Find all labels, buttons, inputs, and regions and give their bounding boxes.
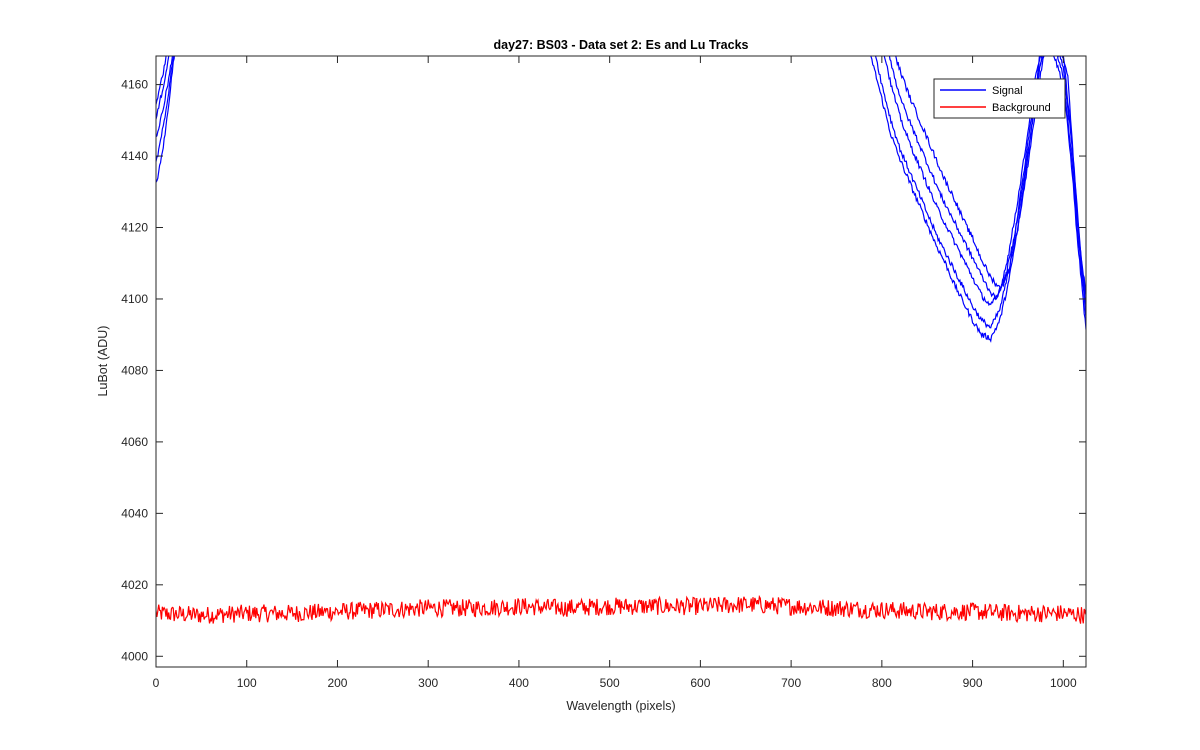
x-tick-label: 400 [509,676,529,690]
y-axis-label: LuBot (ADU) [96,326,110,397]
chart-title: day27: BS03 - Data set 2: Es and Lu Trac… [494,38,749,52]
x-tick-label: 100 [237,676,257,690]
legend-box [933,78,1066,119]
series-signal-track [156,56,1086,307]
y-tick-label: 4040 [121,506,148,520]
series-signal-track [156,56,1086,329]
x-tick-label: 600 [690,676,710,690]
x-tick-label: 300 [418,676,438,690]
axes-box [155,55,1087,668]
plot-area [156,56,1086,667]
series-background-line [156,594,1086,624]
y-tick-label: 4060 [121,435,148,449]
legend-label-background: Background [992,102,1051,114]
y-tick-label: 4080 [121,363,148,377]
y-tick-label: 4140 [121,149,148,163]
x-tick-label: 900 [963,676,983,690]
series-signal-track [156,56,1086,343]
y-tick-label: 4020 [121,578,148,592]
x-tick-label: 0 [153,676,160,690]
legend: Signal Background [933,78,1066,119]
y-tick-label: 4000 [121,649,148,663]
tick-layer: 0 100 200 300 400 500 600 700 800 900 1000 4000 4020… [121,56,1086,690]
series-signal-track [156,56,1086,297]
x-tick-label: 200 [327,676,347,690]
x-tick-label: 500 [600,676,620,690]
legend-label-signal: Signal [992,85,1023,97]
y-tick-label: 4160 [121,78,148,92]
x-axis-label: Wavelength (pixels) [566,699,675,713]
y-tick-label: 4100 [121,292,148,306]
y-tick-label: 4120 [121,221,148,235]
series-layer [156,56,1086,624]
series-signal-track [156,56,1086,300]
x-tick-label: 800 [872,676,892,690]
x-tick-label: 1000 [1050,676,1077,690]
x-tick-label: 700 [781,676,801,690]
